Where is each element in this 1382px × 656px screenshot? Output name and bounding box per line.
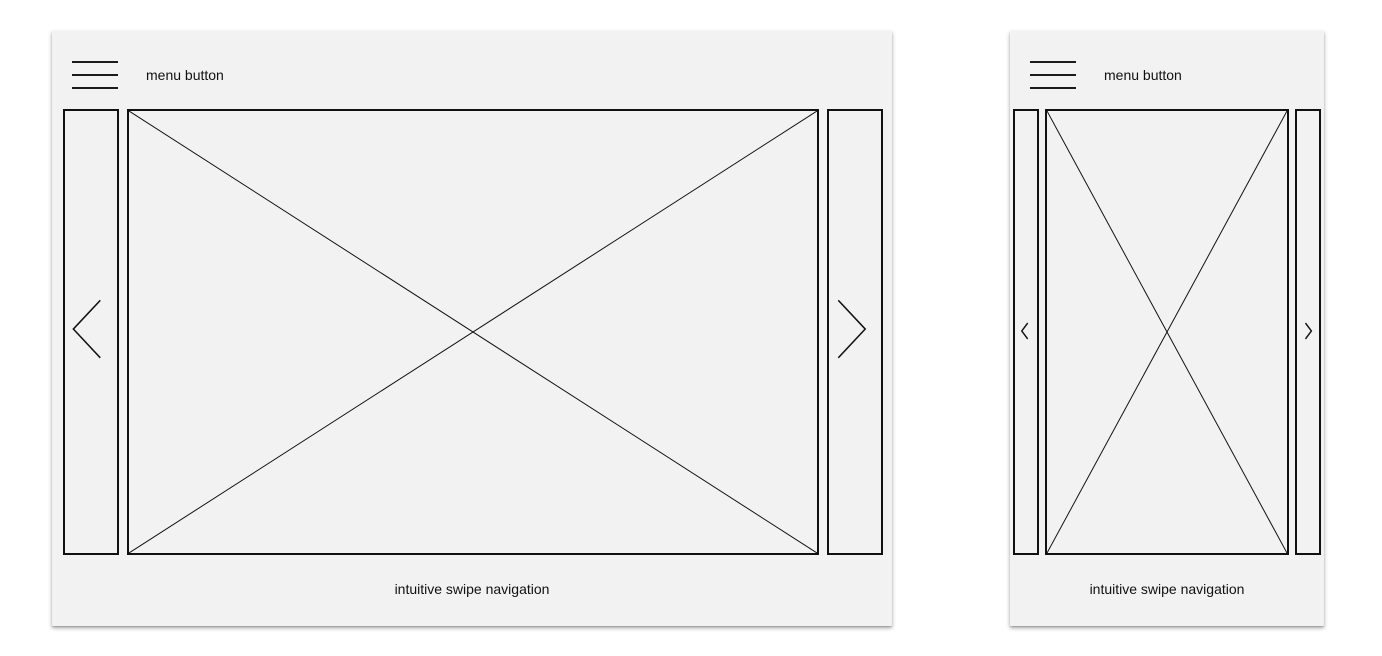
menu-bar-middle: [72, 74, 118, 76]
menu-button-label: menu button: [146, 67, 224, 83]
swipe-navigation-caption: intuitive swipe navigation: [394, 581, 550, 597]
menu-bar-top: [1030, 61, 1076, 63]
image-placeholder-icon: [129, 111, 817, 553]
swipe-navigation-caption: intuitive swipe navigation: [1089, 581, 1245, 597]
menu-bar-bottom: [1030, 87, 1076, 89]
next-panel[interactable]: [827, 109, 883, 555]
menu-button-label: menu button: [1104, 67, 1182, 83]
image-placeholder-icon: [1047, 111, 1287, 553]
next-panel[interactable]: [1295, 109, 1321, 555]
hamburger-menu-icon[interactable]: [72, 61, 118, 89]
phone-wireframe: menu button intuitive swipe navigation: [1010, 31, 1324, 626]
main-image-placeholder[interactable]: [1045, 109, 1289, 555]
menu-bar-bottom: [72, 87, 118, 89]
chevron-right-icon: [837, 299, 867, 359]
previous-panel[interactable]: [1013, 109, 1039, 555]
tablet-wireframe: menu button intuitive swipe navigation: [52, 31, 892, 626]
previous-panel[interactable]: [63, 109, 119, 555]
chevron-left-icon: [72, 299, 101, 359]
chevron-right-icon: [1304, 322, 1313, 340]
menu-bar-top: [72, 61, 118, 63]
main-image-placeholder[interactable]: [127, 109, 819, 555]
hamburger-menu-icon[interactable]: [1030, 61, 1076, 89]
menu-bar-middle: [1030, 74, 1076, 76]
chevron-left-icon: [1020, 322, 1029, 340]
